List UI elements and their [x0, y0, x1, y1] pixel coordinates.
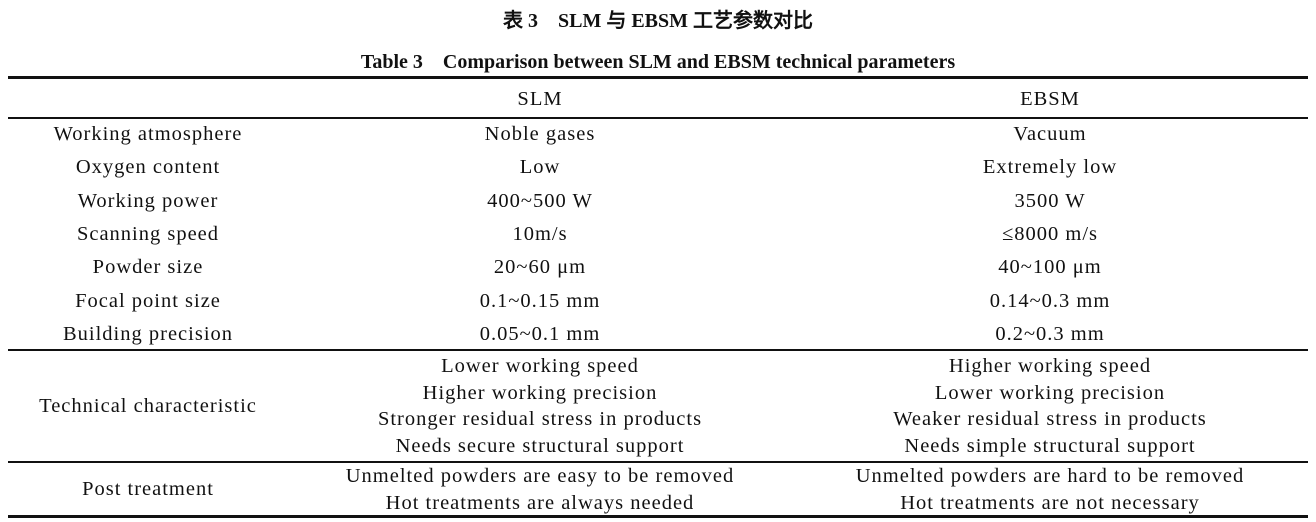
- header-slm: SLM: [517, 88, 563, 110]
- mid-rule-2: [8, 461, 1308, 463]
- technical-ebsm-line: Lower working precision: [934, 381, 1166, 404]
- row-label: Oxygen content: [75, 156, 221, 179]
- post-slm-line: Unmelted powders are easy to be removed: [345, 465, 735, 487]
- technical-slm-line: Stronger residual stress in products: [377, 408, 703, 430]
- row-label: Scanning speed: [76, 222, 220, 245]
- top-rule: [8, 76, 1308, 79]
- row-label: Working power: [77, 189, 219, 212]
- post-label: Post treatment: [82, 478, 214, 500]
- row-slm-value: 0.05~0.1 mm: [479, 322, 601, 345]
- table-caption-english: Table 3 Comparison between SLM and EBSM …: [360, 51, 956, 73]
- row-ebsm-value: Extremely low: [982, 156, 1118, 179]
- row-label: Powder size: [92, 256, 204, 279]
- technical-slm-line: Needs secure structural support: [395, 434, 685, 457]
- row-label: Building precision: [62, 322, 234, 345]
- technical-ebsm-line: Needs simple structural support: [904, 434, 1196, 457]
- technical-ebsm-line: Higher working speed: [948, 355, 1152, 377]
- row-ebsm-value: 40~100 μm: [998, 256, 1102, 279]
- technical-slm-line: Higher working precision: [422, 381, 658, 404]
- header-rule: [8, 117, 1308, 119]
- mid-rule: [8, 349, 1308, 351]
- post-ebsm: Unmelted powders are hard to be removed …: [800, 463, 1300, 516]
- row-slm-value: 0.1~0.15 mm: [479, 289, 601, 312]
- header-ebsm: EBSM: [1020, 88, 1080, 110]
- row-ebsm-value: ≤8000 m/s: [1002, 222, 1098, 245]
- row-ebsm-value: 0.2~0.3 mm: [995, 322, 1105, 345]
- row-slm-value: Noble gases: [484, 123, 596, 145]
- row-label: Working atmosphere: [53, 123, 243, 145]
- technical-slm: Lower working speed Higher working preci…: [300, 353, 780, 459]
- post-slm: Unmelted powders are easy to be removed …: [300, 463, 780, 516]
- row-slm-value: 20~60 μm: [493, 256, 587, 279]
- technical-slm-line: Lower working speed: [441, 355, 639, 377]
- row-ebsm-value: 0.14~0.3 mm: [989, 289, 1111, 312]
- row-slm-value: 400~500 W: [487, 189, 593, 212]
- row-ebsm-value: 3500 W: [1014, 189, 1086, 212]
- technical-label: Technical characteristic: [39, 395, 257, 417]
- post-ebsm-line: Hot treatments are not necessary: [900, 491, 1200, 514]
- row-slm-value: 10m/s: [512, 222, 568, 245]
- technical-ebsm-line: Weaker residual stress in products: [893, 408, 1207, 430]
- post-ebsm-line: Unmelted powders are hard to be removed: [855, 465, 1245, 487]
- row-ebsm-value: Vacuum: [1013, 123, 1087, 145]
- row-slm-value: Low: [519, 156, 561, 179]
- technical-ebsm: Higher working speed Lower working preci…: [800, 353, 1300, 459]
- post-slm-line: Hot treatments are always needed: [385, 491, 695, 514]
- row-label: Focal point size: [75, 289, 221, 312]
- bottom-rule: [8, 515, 1308, 518]
- table-caption-chinese: 表 3 SLM 与 EBSM 工艺参数对比: [502, 10, 814, 32]
